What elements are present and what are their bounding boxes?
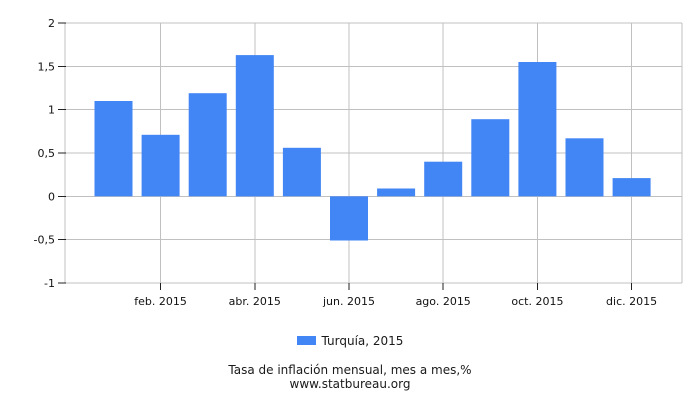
x-tick-label: ago. 2015 [416, 295, 471, 308]
chart-source: www.statbureau.org [289, 377, 411, 391]
x-tick-label: dic. 2015 [606, 295, 657, 308]
bar [188, 93, 227, 197]
legend-label: Turquía, 2015 [321, 333, 404, 348]
chart-footer: Tasa de inflación mensual, mes a mes,% w… [0, 363, 700, 391]
y-tick-label: 0 [48, 190, 55, 203]
x-tick-label: jun. 2015 [322, 295, 375, 308]
bar [424, 161, 463, 197]
chart-plot-area: 2 1,5 1 0,5 0 -0,5 -1 feb. 2015 abr. 2015 jun. 20… [34, 17, 683, 308]
x-tick-label: abr. 2015 [229, 295, 281, 308]
bar [282, 147, 321, 197]
bar [377, 188, 416, 197]
y-tick-label: 1 [48, 104, 55, 117]
y-tick-label: 1,5 [38, 60, 56, 73]
bar [141, 134, 180, 197]
y-tick-label: 2 [48, 17, 55, 30]
legend-swatch [296, 336, 316, 345]
legend: Turquía, 2015 [0, 333, 700, 348]
bar [612, 178, 651, 197]
bar [235, 55, 274, 197]
chart-title: Tasa de inflación mensual, mes a mes,% [228, 363, 472, 377]
y-tick-label: 0,5 [38, 147, 56, 160]
x-tick-label: feb. 2015 [134, 295, 187, 308]
y-tick-label: -1 [44, 277, 55, 290]
x-tick-label: oct. 2015 [511, 295, 563, 308]
bar [471, 119, 510, 197]
bar [330, 196, 368, 241]
bar [565, 138, 604, 197]
y-tick-label: -0,5 [34, 234, 55, 247]
bar [94, 101, 133, 197]
bar [518, 62, 557, 197]
